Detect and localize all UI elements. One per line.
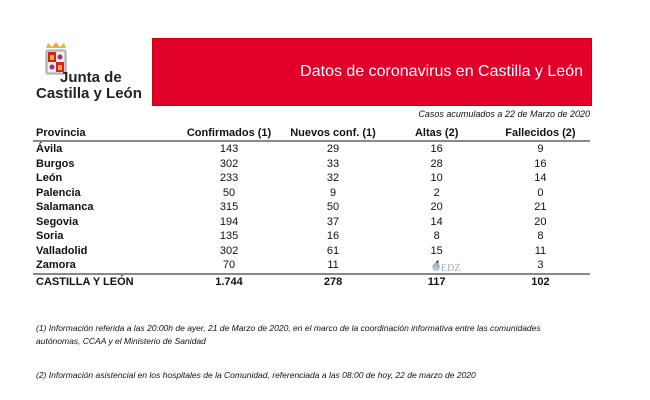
cell-confirmados: 143 [219, 143, 239, 156]
cell-altas: 20 [430, 201, 443, 214]
cell-fallecidos: 102 [490, 272, 590, 290]
cell-fallecidos: 8 [537, 230, 544, 243]
cell-provincia: León [36, 172, 63, 185]
cell-altas: 10 [430, 172, 443, 185]
table-row: Soria 135 16 8 8 [33, 229, 590, 244]
footnote-1: (1) Información referida a las 20:00h de… [36, 323, 541, 346]
cell-provincia: Palencia [36, 186, 81, 199]
cell-altas: 15 [430, 244, 443, 257]
table-row: Ávila 143 29 16 9 [33, 141, 590, 157]
cell-nuevos: 50 [326, 201, 340, 214]
cell-confirmados: 1.744 [174, 272, 284, 290]
cell-nuevos: 16 [326, 230, 340, 243]
cell-fallecidos: 0 [537, 186, 544, 199]
cell-confirmados: 70 [222, 259, 236, 272]
logo-line2: Castilla y León [36, 85, 142, 102]
cell-confirmados: 135 [219, 230, 239, 243]
cell-provincia: Segovia [36, 215, 79, 228]
table-total-row: CASTILLA Y LEÓN 1.744 278 117 102 [33, 272, 590, 290]
watermark: EDZ [432, 263, 460, 274]
cell-confirmados: 315 [219, 201, 239, 214]
banner-title: Datos de coronavirus en Castilla y León [300, 63, 583, 80]
cell-nuevos: 61 [326, 244, 340, 257]
table-row: Valladolid 302 61 15 11 [33, 244, 590, 259]
cell-altas: 117 [382, 272, 491, 290]
cell-provincia: Burgos [36, 157, 75, 170]
cell-fallecidos: 16 [534, 157, 547, 170]
table-row: Segovia 194 37 14 20 [33, 215, 590, 230]
cell-fallecidos: 20 [534, 215, 547, 228]
table-row: Burgos 302 33 28 16 [33, 157, 590, 172]
cell-provincia: CASTILLA Y LEÓN [33, 272, 175, 290]
data-table: Provincia Confirmados (1) Nuevos conf. (… [33, 125, 590, 290]
subtitle: Casos acumulados a 22 de Marzo de 2020 [418, 109, 590, 119]
logo-line1: Junta de [60, 69, 122, 86]
cell-altas: 16 [430, 143, 443, 156]
cell-provincia: Zamora [36, 259, 76, 272]
cell-confirmados: 233 [219, 172, 239, 185]
cell-altas: 28 [430, 157, 443, 170]
header-confirmados: Confirmados (1) [174, 125, 284, 142]
cell-nuevos: 11 [327, 259, 339, 272]
cell-provincia: Soria [36, 230, 64, 243]
cell-altas: 2 [433, 186, 440, 199]
table-row: Palencia 50 9 2 0 [33, 186, 590, 201]
cell-confirmados: 50 [222, 186, 236, 199]
cell-fallecidos: 21 [534, 201, 547, 214]
cell-confirmados: 194 [219, 215, 239, 228]
cell-altas: 14 [430, 215, 443, 228]
header-altas: Altas (2) [382, 125, 491, 142]
table-header-row: Provincia Confirmados (1) Nuevos conf. (… [33, 125, 590, 142]
logo-text: Junta de Castilla y León [36, 70, 142, 102]
cell-nuevos: 33 [326, 157, 340, 170]
cell-nuevos: 37 [326, 215, 340, 228]
cell-provincia: Valladolid [36, 244, 88, 257]
table-row: León 233 32 10 14 [33, 171, 590, 186]
cell-nuevos: 29 [326, 143, 340, 156]
cell-fallecidos: 9 [537, 143, 544, 156]
footnote-2: (2) Información asistencial en los hospi… [36, 370, 476, 380]
cell-fallecidos: 3 [537, 259, 544, 272]
cell-altas: 8 [433, 230, 440, 243]
header-provincia: Provincia [33, 125, 175, 142]
cell-confirmados: 302 [219, 244, 239, 257]
cell-fallecidos: 11 [534, 244, 547, 257]
cell-fallecidos: 14 [534, 172, 547, 185]
cell-provincia: Salamanca [36, 201, 94, 214]
cell-nuevos: 278 [283, 272, 383, 290]
header-nuevos: Nuevos conf. (1) [283, 125, 383, 142]
cell-confirmados: 302 [219, 157, 239, 170]
title-banner: Datos de coronavirus en Castilla y León [152, 38, 592, 106]
cell-provincia: Ávila [36, 143, 63, 156]
cell-nuevos: 9 [329, 186, 337, 199]
coat-of-arms-logo [45, 42, 67, 75]
globe-icon [432, 263, 440, 271]
table-row: Zamora701143 [33, 258, 590, 274]
header-fallecidos: Fallecidos (2) [490, 125, 590, 142]
table-row: Salamanca 315 50 20 21 [33, 200, 590, 215]
cell-nuevos: 32 [326, 172, 340, 185]
